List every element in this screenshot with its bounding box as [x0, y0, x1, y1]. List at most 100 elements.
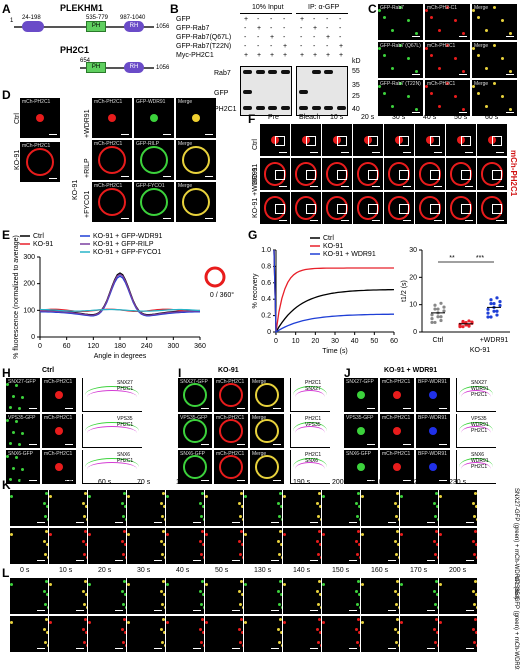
scale-bar: [232, 522, 240, 523]
coloc-micrograph: mCh-PH2C1: [380, 450, 414, 484]
lane-sign: +: [326, 34, 331, 41]
speckle: [462, 32, 465, 35]
speckle: [477, 16, 480, 19]
t-half-point: [439, 315, 443, 319]
speckle: [400, 495, 403, 498]
rab7-micrograph: Merge: [472, 80, 517, 116]
scale-bar: [388, 610, 396, 611]
profile-magenta: [295, 390, 325, 404]
scale-bar: [349, 610, 357, 611]
panel-title: KO-91 + WDR91: [384, 367, 438, 374]
timelapse-time: 150 s: [215, 479, 233, 486]
panel-label-d: D: [2, 88, 11, 102]
speckle: [12, 395, 15, 398]
scale-bar: [271, 648, 279, 649]
lane-sign: +: [244, 16, 249, 23]
scale-bar: [310, 220, 318, 221]
speckle: [205, 533, 208, 536]
lane-sign: -: [283, 34, 286, 41]
scale-bar: [205, 176, 213, 177]
speckle: [21, 468, 24, 471]
line-profile: PH2C1 SNX27: [290, 378, 330, 412]
timelapse-time: 190 s: [293, 479, 311, 486]
speckle: [123, 618, 126, 621]
scale-bar: [163, 176, 171, 177]
ring-signal: [182, 382, 208, 408]
timelapse-time: 140 s: [176, 479, 194, 486]
scale-bar: [273, 444, 281, 445]
line-profile: PH2C1 VPS35: [290, 414, 330, 448]
dot-signal: [55, 391, 63, 399]
speckle: [163, 543, 165, 546]
speckle: [316, 590, 319, 593]
speckle: [45, 492, 48, 495]
y-tick-label: 0: [267, 329, 271, 336]
f-time-label: Bleach: [299, 114, 321, 121]
scale-bar: [65, 480, 73, 481]
frap-frame: [353, 124, 383, 156]
t-half-point: [467, 319, 471, 323]
profile-series: [40, 275, 200, 317]
lane-sign: +: [283, 52, 288, 59]
speckle: [319, 543, 321, 546]
scale-bar: [427, 522, 435, 523]
speckle: [163, 631, 165, 634]
speckle: [125, 556, 126, 559]
t-half-point: [495, 296, 499, 300]
t-half-point: [486, 307, 490, 311]
blot-band: [243, 90, 252, 94]
speckle: [44, 515, 47, 518]
ring-signal: [181, 145, 211, 175]
speckle: [122, 515, 125, 518]
scale-bar: [439, 444, 447, 445]
plekhm1-backbone: [14, 26, 154, 28]
speckle: [44, 641, 47, 644]
speckle: [501, 95, 504, 98]
speckle: [239, 553, 242, 556]
speckle: [281, 606, 282, 609]
speckle: [125, 518, 126, 521]
speckle: [18, 443, 21, 446]
profile-green: [459, 422, 493, 440]
speckle: [361, 533, 364, 536]
speckle: [319, 593, 321, 596]
timelapse-frame-top: [166, 490, 204, 526]
frap-frame: [353, 158, 383, 190]
input-group-label: 10% Input: [252, 4, 284, 11]
speckle: [509, 70, 512, 73]
lane-sign: -: [283, 25, 286, 32]
blot-band: [336, 106, 346, 110]
recovery-series: [273, 249, 395, 335]
scale-bar: [349, 522, 357, 523]
speckle: [49, 533, 52, 536]
timelapse-time: 60 s: [98, 479, 112, 486]
speckle: [395, 641, 398, 644]
speckle: [397, 593, 399, 596]
speckle: [239, 515, 242, 518]
blot-band: [324, 106, 333, 110]
lane-sign: -: [257, 34, 260, 41]
speckle: [6, 455, 9, 458]
speckle: [425, 85, 428, 88]
rab7-micrograph: mCh-PH2C1: [425, 80, 470, 116]
rab7-micrograph: Merge: [472, 4, 517, 40]
lane-sign: -: [244, 25, 247, 32]
timelapse-time: 0 s: [20, 567, 30, 574]
speckle: [280, 543, 282, 546]
x-tick-label: 60: [390, 338, 398, 345]
coloc-micrograph: BFP-WDR91: [416, 414, 450, 448]
timelapse-frame-bottom: [244, 528, 282, 564]
lane-sign: -: [270, 43, 273, 50]
f-time-label: 50 s: [454, 114, 468, 121]
lane-sign: +: [257, 52, 262, 59]
speckle: [242, 644, 243, 647]
micrograph-caption: GFP-RILP: [136, 141, 160, 147]
dot-signal: [150, 114, 158, 122]
speckle: [398, 644, 399, 647]
scale-bar: [403, 444, 411, 445]
marker-25: 25: [352, 93, 360, 100]
speckle: [12, 467, 15, 470]
speckle: [200, 603, 203, 606]
micrograph-caption: Merge: [252, 451, 267, 457]
d-rescue-micrograph: GFP-FYCO1: [134, 182, 174, 222]
